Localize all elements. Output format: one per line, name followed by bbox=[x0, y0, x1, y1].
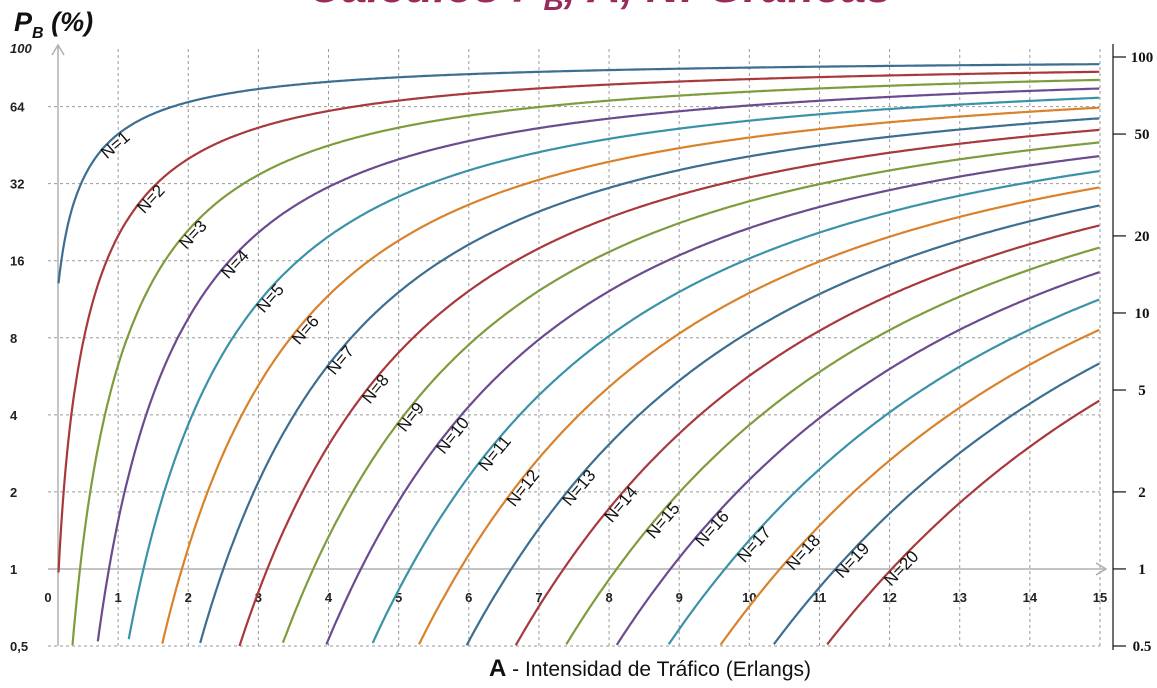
series-label-N=3: N=3 bbox=[175, 217, 210, 253]
series-label-N=16: N=16 bbox=[691, 507, 733, 550]
series-line-N=15 bbox=[565, 246, 1100, 645]
right-scale-label: 20 bbox=[1135, 229, 1150, 245]
y-tick-label: 100 bbox=[10, 41, 32, 56]
right-scale-label: 1 bbox=[1138, 562, 1146, 578]
series-label-N=11: N=11 bbox=[475, 432, 515, 475]
series-label-N=17: N=17 bbox=[733, 523, 775, 566]
y-tick-label: 64 bbox=[10, 100, 25, 115]
y-axis-label-main: P bbox=[14, 7, 33, 37]
series-line-N=7 bbox=[199, 117, 1100, 644]
series-label-N=10: N=10 bbox=[432, 414, 473, 458]
series-line-N=13 bbox=[465, 204, 1100, 646]
right-scale-label: 0.5 bbox=[1133, 639, 1152, 655]
x-tick-label: 15 bbox=[1093, 590, 1107, 605]
chart-title: Cálculos PB, A, N: Gráficas bbox=[308, 0, 892, 16]
x-tick-label: 13 bbox=[952, 590, 966, 605]
series-label-N=14: N=14 bbox=[600, 483, 641, 527]
series-label-N=2: N=2 bbox=[133, 181, 168, 217]
x-axis-arrow bbox=[1095, 562, 1108, 576]
series-line-N=14 bbox=[514, 224, 1100, 646]
series-line-N=2 bbox=[57, 70, 1100, 573]
y-tick-label: 4 bbox=[10, 408, 18, 423]
series-label-N=19: N=19 bbox=[831, 539, 873, 582]
series-line-N=11 bbox=[371, 170, 1100, 644]
series-line-N=16 bbox=[615, 271, 1100, 646]
x-tick-label: 0 bbox=[44, 590, 51, 605]
y-tick-label: 8 bbox=[10, 331, 17, 346]
series-line-N=6 bbox=[161, 106, 1100, 644]
series-line-N=9 bbox=[281, 141, 1100, 644]
series-label-N=6: N=6 bbox=[288, 312, 323, 348]
right-scale-label: 50 bbox=[1135, 127, 1150, 143]
x-tick-label: 8 bbox=[605, 590, 612, 605]
y-tick-label: 32 bbox=[10, 177, 24, 192]
y-tick-label: 1 bbox=[10, 562, 17, 577]
series-line-N=10 bbox=[325, 155, 1100, 645]
series-label-N=12: N=12 bbox=[503, 466, 543, 510]
x-tick-label: 9 bbox=[676, 590, 683, 605]
chart-title-sub: B bbox=[543, 0, 563, 16]
x-tick-label: 4 bbox=[325, 590, 333, 605]
series-label-N=7: N=7 bbox=[323, 342, 358, 378]
series-line-N=8 bbox=[238, 128, 1100, 647]
series-line-N=1 bbox=[57, 63, 1100, 284]
series-line-N=19 bbox=[773, 362, 1100, 645]
series-line-N=18 bbox=[719, 328, 1100, 646]
series-lines bbox=[57, 63, 1100, 647]
x-tick-label: 7 bbox=[535, 590, 542, 605]
chart-title-rest: , A, N: Gráficas bbox=[563, 0, 892, 12]
x-tick-label: 2 bbox=[185, 590, 192, 605]
right-scale-label: 2 bbox=[1138, 485, 1146, 501]
series-line-N=17 bbox=[667, 298, 1100, 645]
y-axis-label-sub: B bbox=[32, 25, 44, 42]
y-axis-label-unit: (%) bbox=[44, 7, 94, 37]
x-tick-label: 11 bbox=[813, 590, 827, 605]
series-label-N=4: N=4 bbox=[217, 246, 252, 282]
x-axis-label-rest: - Intensidad de Tráfico (Erlangs) bbox=[506, 658, 811, 681]
series-line-N=3 bbox=[71, 78, 1100, 646]
x-tick-label: 6 bbox=[465, 590, 472, 605]
chart-title-main: Cálculos P bbox=[308, 0, 544, 12]
right-scale-label: 100 bbox=[1131, 50, 1154, 66]
right-scale-label: 10 bbox=[1135, 306, 1150, 322]
x-tick-label: 14 bbox=[1023, 590, 1038, 605]
series-label-N=13: N=13 bbox=[558, 466, 599, 510]
series-label-N=15: N=15 bbox=[642, 499, 683, 543]
x-axis-label-bold: A bbox=[489, 655, 506, 682]
right-scale-label: 5 bbox=[1138, 383, 1146, 399]
series-line-N=4 bbox=[96, 87, 1100, 642]
x-tick-label: 10 bbox=[742, 590, 756, 605]
x-tick-label: 5 bbox=[395, 590, 402, 605]
x-tick-label: 12 bbox=[882, 590, 896, 605]
x-tick-label: 1 bbox=[115, 590, 122, 605]
grid-lines bbox=[48, 49, 1101, 647]
x-axis-label: A - Intensidad de Tráfico (Erlangs) bbox=[489, 655, 811, 682]
y-tick-label: 0,5 bbox=[10, 639, 28, 654]
series-line-N=20 bbox=[826, 399, 1100, 646]
x-tick-label: 3 bbox=[255, 590, 262, 605]
series-label-N=8: N=8 bbox=[358, 371, 393, 408]
series-line-N=12 bbox=[418, 186, 1100, 645]
right-scale: 100 50 20 10 5 2 1 0.5 bbox=[1112, 44, 1154, 655]
y-tick-label: 2 bbox=[10, 485, 17, 500]
y-axis-label: PB (%) bbox=[14, 7, 93, 42]
series-line-N=5 bbox=[127, 96, 1100, 640]
series-label-N=1: N=1 bbox=[97, 127, 133, 162]
series-label-N=18: N=18 bbox=[782, 531, 824, 574]
y-axis-arrow bbox=[51, 43, 65, 56]
y-tick-label: 16 bbox=[10, 254, 24, 269]
axes bbox=[48, 43, 1108, 646]
